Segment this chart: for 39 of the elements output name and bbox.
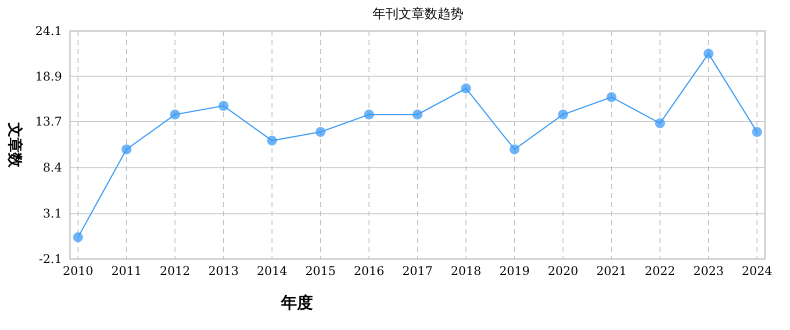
y-tick-label: 3.1 [42,206,62,221]
point [752,126,762,137]
point [364,110,374,120]
point [170,110,180,120]
point [412,110,422,120]
y-tick-label: 18.9 [35,69,62,84]
x-tick-label: 2023 [693,264,724,278]
x-tick-label: 2021 [596,264,627,278]
x-tick-label: 2015 [305,264,336,278]
point [510,144,520,154]
x-tick-label: 2018 [450,264,482,278]
x-tick-label: 2014 [256,264,288,278]
x-tick-label: 2012 [160,264,190,278]
x-tick-label: 2010 [62,264,94,278]
y-tick-label: 13.7 [35,114,62,129]
point [267,136,277,146]
point [558,110,568,120]
x-tick-label: 2020 [548,264,578,278]
chart-title: 年刊文章数趋势 [372,7,464,22]
x-axis-title: 年度 [280,293,313,312]
x-tick-label: 2016 [354,264,384,278]
point [122,144,132,154]
point [461,83,471,94]
point [704,48,714,59]
x-tick-label: 2019 [499,264,530,278]
point [316,126,326,137]
y-axis-title: 文章数 [6,122,24,168]
x-tick-label: 2013 [208,264,239,278]
x-tick-label: 2017 [402,264,433,278]
point [73,232,83,242]
point [606,92,616,102]
x-tick-label: 2022 [644,264,676,278]
y-tick-label: 8.4 [42,160,62,175]
x-tick-label: 2024 [742,264,773,278]
point [655,118,665,128]
x-tick-label: 2011 [111,264,142,278]
y-tick-label: 24.1 [35,24,62,38]
y-tick-label: -2.1 [38,252,62,266]
point [218,100,228,111]
